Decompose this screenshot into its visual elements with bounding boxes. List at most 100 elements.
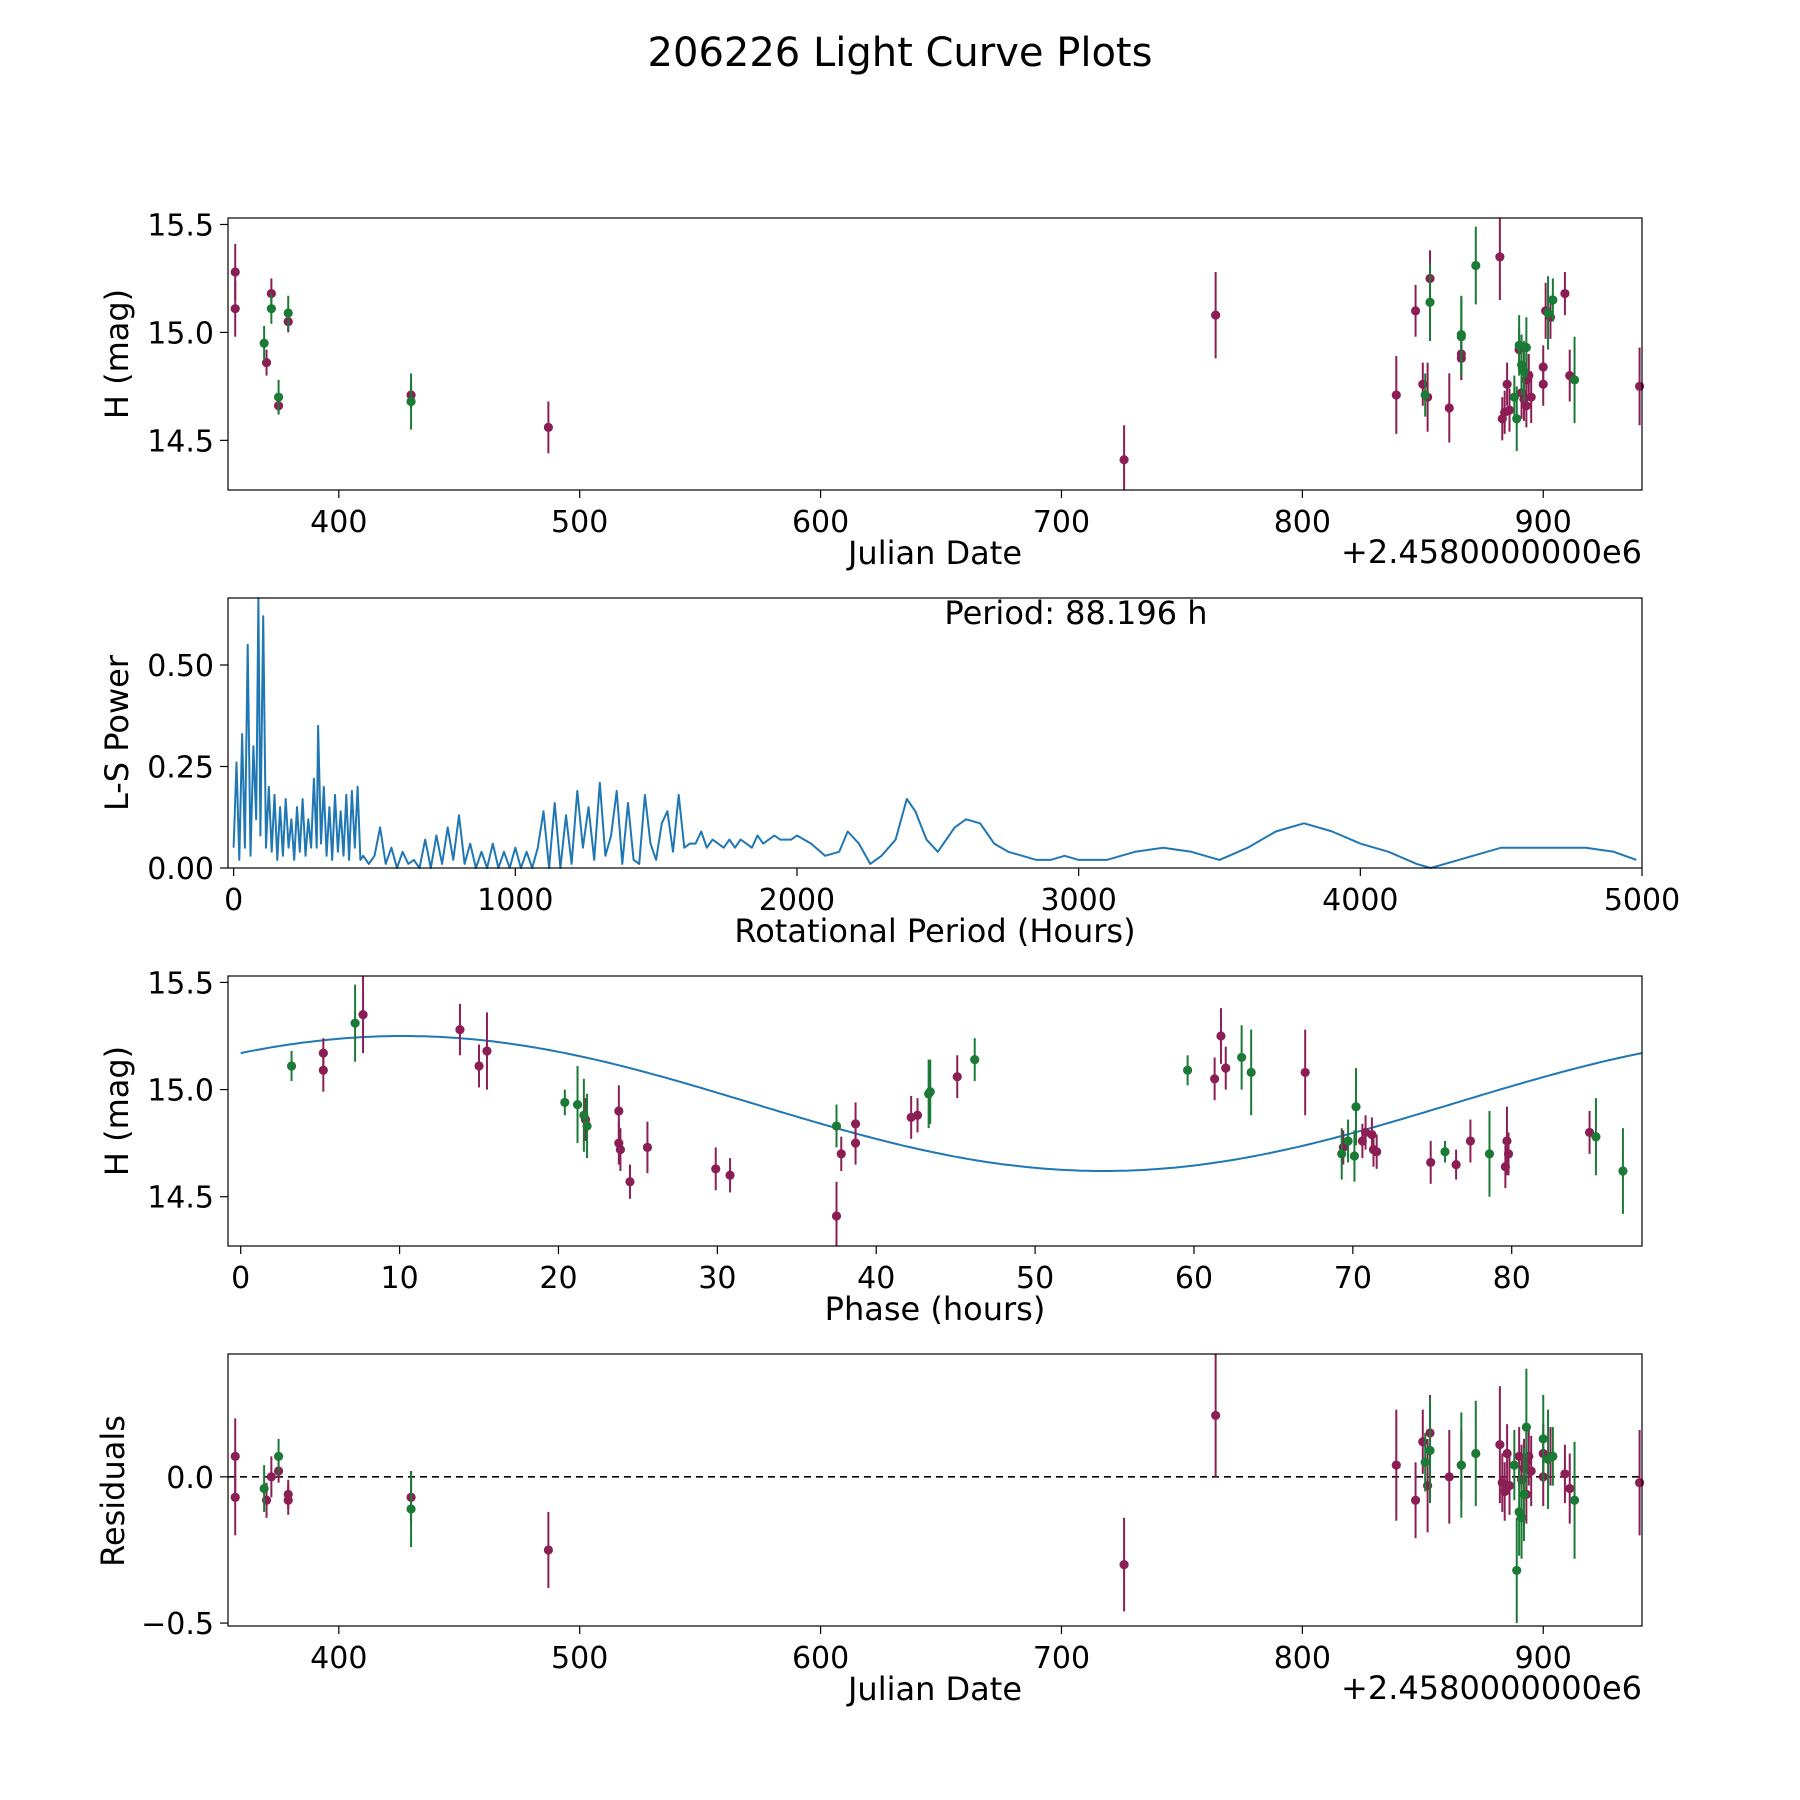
y-tick-label: 14.5 — [147, 424, 214, 459]
x-tick-label: 30 — [698, 1261, 736, 1296]
x-tick-label: 600 — [792, 1641, 849, 1676]
magenta-data-point — [543, 1545, 553, 1555]
green-data-point — [1425, 1445, 1435, 1456]
green-data-point — [1343, 1136, 1353, 1146]
magenta-data-point — [1372, 1147, 1382, 1157]
magenta-data-point — [455, 1024, 465, 1035]
green-data-point — [1538, 1434, 1548, 1444]
light-curve-ticks: 400 500 600 700 800 900 14.5 15.0 15.5 — [147, 208, 1572, 540]
green-data-point — [1420, 1457, 1430, 1467]
residuals-axes-frame — [227, 1353, 1643, 1627]
x-tick-label: 4000 — [1322, 883, 1398, 918]
magenta-data-point — [230, 1451, 240, 1461]
magenta-data-point — [1426, 1157, 1436, 1168]
magenta-data-point — [1216, 1031, 1226, 1041]
magenta-data-point — [725, 1170, 735, 1180]
y-tick-label: 15.5 — [147, 966, 214, 1001]
green-data-point — [1456, 329, 1466, 340]
magenta-data-point — [1444, 1472, 1454, 1482]
magenta-data-point — [1538, 362, 1548, 372]
magenta-data-point — [642, 1142, 653, 1153]
y-tick-label: 15.0 — [147, 1074, 214, 1109]
magenta-data-point — [474, 1061, 484, 1071]
green-data-point — [1591, 1132, 1601, 1142]
green-data-point — [273, 1451, 284, 1461]
green-data-point — [970, 1054, 980, 1065]
magenta-data-point — [836, 1149, 846, 1159]
x-tick-label: 20 — [539, 1261, 577, 1296]
phase-panel: 0 10 20 30 40 50 60 70 80 14.5 15.0 15.5 Phase (hou… — [98, 966, 1643, 1328]
x-tick-label: 60 — [1175, 1261, 1213, 1296]
magenta-data-point — [358, 1009, 368, 1020]
magenta-data-point — [1451, 1159, 1461, 1170]
green-data-point — [1509, 1460, 1519, 1470]
green-data-point — [406, 396, 416, 407]
magenta-data-point — [614, 1106, 624, 1116]
magenta-data-point — [1119, 455, 1129, 465]
x-tick-label: 700 — [1033, 505, 1090, 540]
x-tick-label: 2000 — [759, 883, 835, 918]
green-data-point — [1521, 1422, 1531, 1432]
green-data-point — [1425, 297, 1435, 307]
sinusoid-fit-line — [240, 1035, 1643, 1172]
magenta-data-point — [1211, 1410, 1221, 1421]
x-tick-label: 700 — [1033, 1641, 1090, 1676]
green-data-point — [831, 1121, 842, 1131]
green-data-point — [259, 1483, 269, 1494]
phase-axes-frame — [227, 975, 1643, 1247]
magenta-data-point — [831, 1211, 842, 1221]
periodogram-ticks: 0 1000 2000 3000 4000 5000 0.00 0.25 0.50 — [147, 649, 1680, 918]
x-tick-label: 600 — [792, 505, 849, 540]
green-data-point — [283, 308, 293, 318]
y-tick-label: 0.25 — [147, 750, 214, 785]
green-data-point — [1237, 1052, 1247, 1063]
magenta-data-point — [1504, 1481, 1515, 1491]
green-data-point — [286, 1061, 297, 1071]
magenta-data-point — [711, 1164, 721, 1174]
green-data-point — [1351, 1102, 1361, 1112]
magenta-data-point — [1504, 405, 1515, 415]
residuals-xlabel: Julian Date — [846, 1670, 1022, 1708]
magenta-data-point — [1634, 381, 1645, 391]
magenta-data-point — [1565, 1483, 1575, 1494]
green-data-point — [582, 1121, 592, 1131]
green-data-point — [560, 1097, 570, 1108]
green-data-point — [406, 1504, 416, 1514]
y-tick-label: 0.00 — [147, 852, 214, 887]
magenta-data-point — [1211, 310, 1221, 320]
phase-ylabel: H (mag) — [98, 1046, 136, 1176]
residuals-ylabel: Residuals — [94, 1415, 132, 1567]
x-tick-label: 3000 — [1040, 883, 1116, 918]
magenta-data-point — [1391, 390, 1401, 400]
x-tick-label: 900 — [1515, 505, 1572, 540]
magenta-data-point — [283, 1495, 293, 1505]
x-tick-label: 1000 — [477, 883, 553, 918]
magenta-data-point — [615, 1144, 626, 1155]
x-tick-label: 900 — [1515, 1641, 1572, 1676]
x-tick-label: 50 — [1016, 1261, 1054, 1296]
green-data-point — [1456, 1460, 1466, 1470]
green-data-point — [1519, 1489, 1529, 1499]
magenta-data-point — [1526, 392, 1536, 402]
phase-plot-area — [240, 976, 1643, 1246]
residuals-ticks: 400 500 600 700 800 900 −0.5 0.0 — [141, 1461, 1572, 1676]
magenta-data-point — [1210, 1074, 1220, 1084]
magenta-data-point — [1502, 1448, 1512, 1459]
x-tick-label: 400 — [310, 1641, 367, 1676]
periodogram-axes-frame — [227, 597, 1643, 869]
magenta-data-point — [1367, 1129, 1377, 1140]
light-curve-plot-area — [230, 218, 1645, 490]
magenta-data-point — [1391, 1460, 1401, 1470]
green-data-point — [925, 1087, 935, 1097]
green-data-point — [350, 1018, 360, 1028]
x-tick-label: 800 — [1274, 1641, 1331, 1676]
magenta-data-point — [850, 1138, 861, 1148]
x-tick-label: 70 — [1334, 1261, 1372, 1296]
magenta-data-point — [230, 1492, 240, 1502]
magenta-data-point — [1503, 1149, 1514, 1159]
y-tick-label: 0.0 — [166, 1461, 214, 1496]
x-tick-label: 0 — [231, 1261, 250, 1296]
magenta-data-point — [1300, 1067, 1310, 1078]
green-data-point — [1471, 260, 1481, 271]
